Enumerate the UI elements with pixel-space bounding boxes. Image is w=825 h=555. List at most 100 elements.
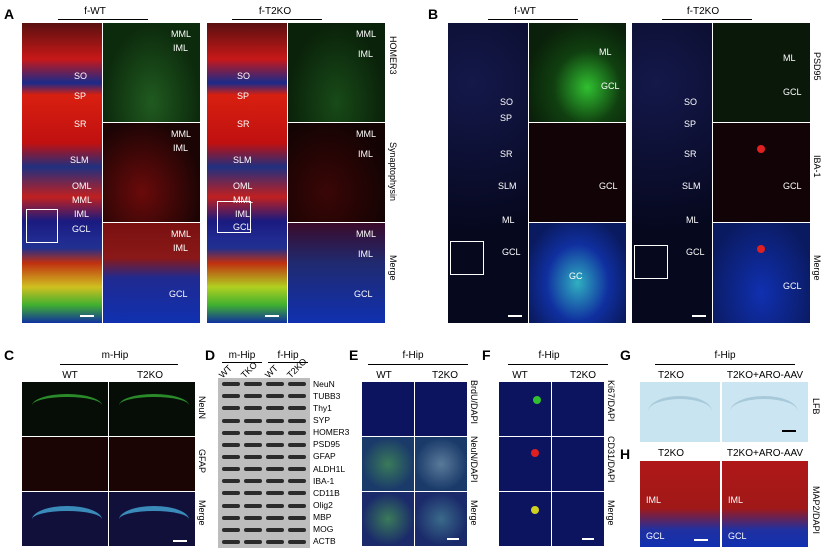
zoom-label-MML: MML	[171, 129, 191, 139]
panel-G-col-ko: T2KO	[657, 370, 685, 381]
blot-band	[288, 479, 306, 484]
blot-band	[244, 479, 262, 484]
panel-C-line	[60, 364, 178, 365]
blot-band	[244, 454, 262, 459]
panel-D-group-mhip: m-Hip	[228, 350, 256, 361]
scale-bar	[173, 540, 187, 542]
zoom-label-GCL: GCL	[169, 289, 188, 299]
panel-C-ko-gfap	[109, 437, 195, 491]
blot-band	[288, 454, 306, 459]
layer-GCL: GCL	[502, 247, 521, 257]
layer-ML: ML	[502, 215, 515, 225]
panel-H-aav-map2: IML GCL	[722, 461, 808, 547]
lfb-structure	[648, 396, 712, 427]
iba1-cell	[757, 245, 765, 253]
zoom-label-GCL: GCL	[599, 181, 618, 191]
layer-SLM: SLM	[682, 181, 701, 191]
merge-signal	[119, 506, 189, 533]
panel-H-col-aav: T2KO+ARO-AAV	[726, 448, 804, 459]
blot-protein-label: Thy1	[313, 402, 332, 413]
panel-B-group-wt: f-WT	[514, 6, 536, 17]
blot-band	[222, 394, 240, 399]
blot-protein-label: CD11B	[313, 487, 340, 498]
row-label-merge: Merge	[812, 255, 822, 281]
blot-protein-label: ALDH1L	[313, 463, 346, 474]
zoom-label-GCL: GCL	[783, 181, 802, 191]
blot-band	[222, 491, 240, 496]
panel-G-ko-lfb	[640, 382, 720, 442]
panel-A-group-ko: f-T2KO	[258, 6, 292, 17]
blot-band	[266, 539, 284, 544]
panel-B-group-ko: f-T2KO	[686, 6, 720, 17]
blot-protein-label: SYP	[313, 415, 331, 425]
label-IML: IML	[646, 495, 662, 505]
zoom-label-IML: IML	[173, 143, 189, 153]
blot-band	[222, 527, 240, 532]
scale-bar	[582, 538, 594, 540]
panel-D-mhip-line	[222, 362, 262, 363]
blot-band	[288, 430, 306, 435]
panel-G-line	[655, 364, 795, 365]
layer-SR: SR	[237, 119, 250, 129]
zoom-label-GCL: GCL	[783, 281, 802, 291]
blot-band	[244, 503, 262, 508]
panel-A-ko-homer3: MML IML	[288, 23, 385, 122]
blot-band	[288, 491, 306, 496]
panel-G-aav-lfb	[722, 382, 808, 442]
panel-E-wt-merge	[362, 492, 414, 546]
blot-band	[266, 479, 284, 484]
zoom-box	[26, 209, 58, 243]
scale-bar	[447, 538, 459, 540]
blot-band	[266, 491, 284, 496]
layer-SR: SR	[74, 119, 87, 129]
blot-band	[266, 382, 284, 387]
panel-F-ko-ki67	[552, 382, 604, 436]
blot-protein-label: TUBB3	[313, 390, 341, 401]
blot-band	[244, 527, 262, 532]
panel-A-group-wt: f-WT	[84, 6, 106, 17]
label-GCL: GCL	[728, 531, 747, 541]
panel-D-label: D	[205, 347, 216, 363]
panel-B-label: B	[428, 6, 439, 22]
blot-band	[288, 527, 306, 532]
row-label-merge: Merge	[197, 500, 207, 526]
panel-H-ko-map2: IML GCL	[640, 461, 720, 547]
panel-F-col-ko: T2KO	[569, 370, 597, 381]
scale-bar	[508, 315, 522, 317]
scale-bar	[692, 315, 706, 317]
neun-signal	[32, 394, 102, 417]
blot-band	[288, 442, 306, 447]
panel-B-wt-psd95: ML GCL	[529, 23, 626, 122]
row-label-map2: MAP2/DAPI	[811, 486, 821, 535]
panel-F-ko-merge	[552, 492, 604, 546]
layer-SO: SO	[74, 71, 88, 81]
blot-band	[266, 442, 284, 447]
panel-G-label: G	[620, 347, 631, 363]
zoom-label-ML: ML	[783, 53, 796, 63]
panel-C-label: C	[4, 347, 15, 363]
blot-band	[266, 503, 284, 508]
blot-band	[222, 515, 240, 520]
layer-SP: SP	[684, 119, 697, 129]
panel-F-wt-ki67	[499, 382, 551, 436]
panel-E-group: f-Hip	[402, 350, 424, 361]
panel-A-ko-merge: MML IML GCL	[288, 223, 385, 323]
zoom-label-IML: IML	[173, 243, 189, 253]
panel-H-label: H	[620, 446, 631, 462]
layer-SLM: SLM	[70, 155, 89, 165]
blot-band	[266, 527, 284, 532]
panel-C-col-wt: WT	[62, 370, 78, 381]
row-label-neun: NeuN/DAPI	[469, 436, 479, 483]
zoom-label-MML: MML	[356, 129, 376, 139]
row-label-iba1: IBA-1	[812, 155, 822, 178]
blot-protein-label: Olig2	[313, 500, 333, 510]
panel-H-col-ko: T2KO	[657, 448, 685, 459]
layer-GCL: GCL	[233, 222, 252, 232]
blot-protein-label: IBA-1	[313, 475, 335, 486]
blot-band	[222, 430, 240, 435]
blot-band	[222, 539, 240, 544]
panel-B-wt-iba1: GCL	[529, 123, 626, 222]
panel-E-ko-neun	[415, 437, 467, 491]
panel-A-ko-overview: SO SP SR SLM OML MML IML GCL	[207, 23, 287, 323]
blot-band	[288, 467, 306, 472]
